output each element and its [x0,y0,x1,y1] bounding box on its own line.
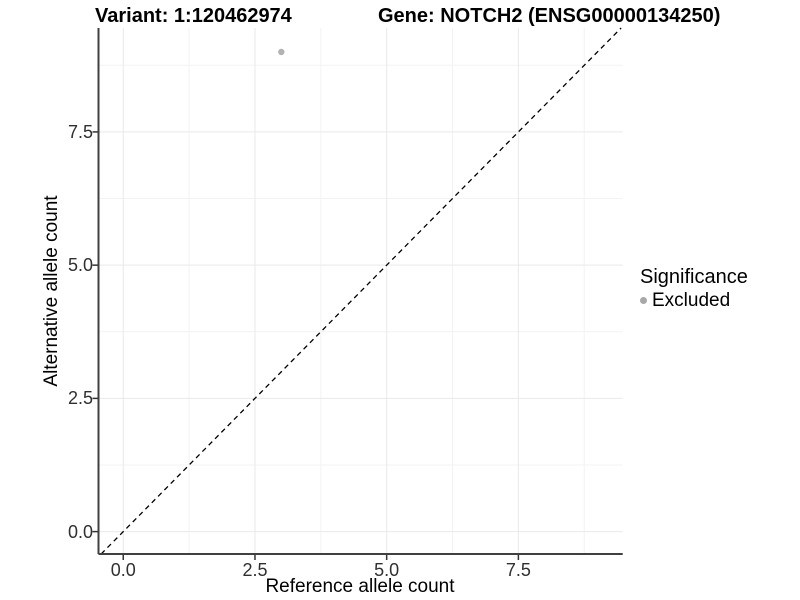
plot-title-gene: Gene: NOTCH2 (ENSG00000134250) [378,5,721,27]
x-tick-label: 2.5 [242,560,268,580]
x-tick-label: 5.0 [374,560,400,580]
legend: Significance Excluded [640,265,748,312]
y-tick-label: 0.0 [67,521,93,542]
legend-item-excluded: Excluded [640,289,748,312]
data-point [278,48,285,56]
x-tick-label: 7.5 [505,560,531,580]
x-axis-title: Reference allele count [265,576,455,597]
x-tick-label: 0.0 [110,560,136,580]
identity-dashed-line [100,27,622,555]
legend-point-icon [640,297,647,304]
legend-item-label: Excluded [652,290,731,311]
plot-title-variant: Variant: 1:120462974 [95,5,292,27]
y-tick-label: 2.5 [67,388,93,409]
legend-title: Significance [640,266,748,288]
y-tick-label: 7.5 [67,121,93,142]
y-tick-label: 5.0 [67,255,93,276]
y-axis-title: Alternative allele count [41,195,62,387]
